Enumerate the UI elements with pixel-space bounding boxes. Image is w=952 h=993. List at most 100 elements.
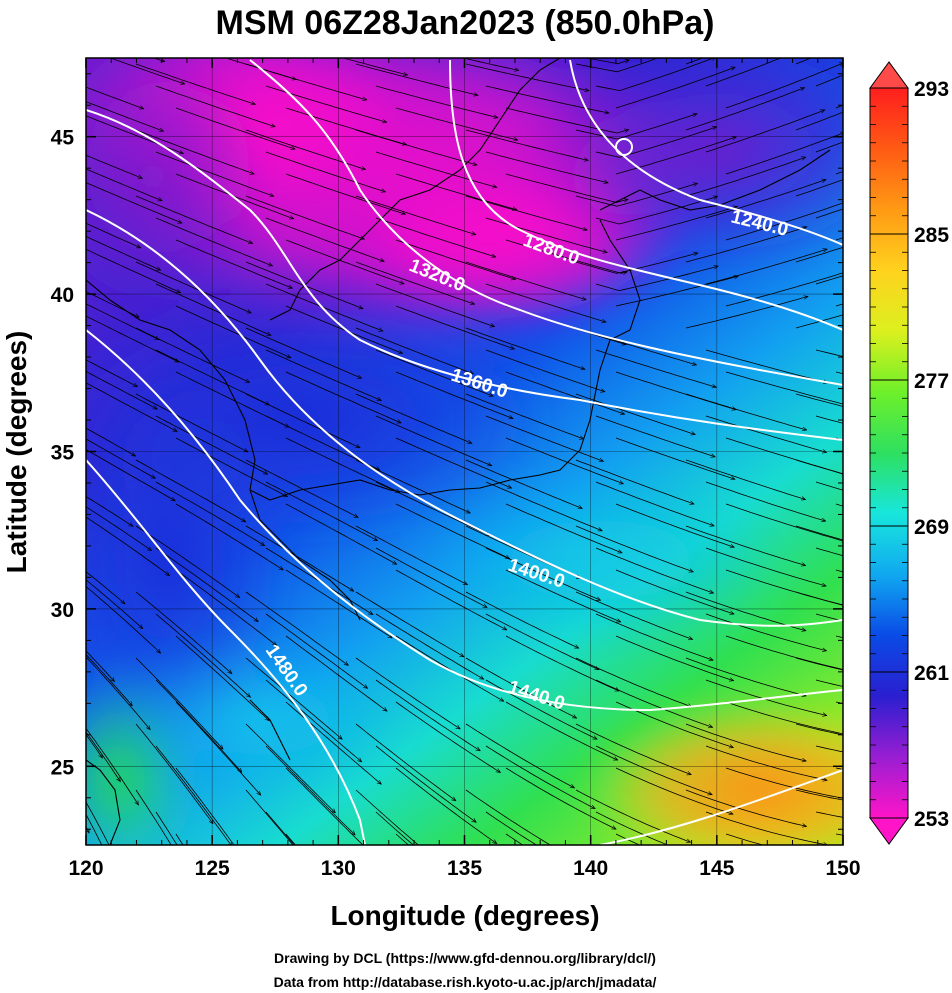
streamline — [86, 516, 170, 576]
streamline — [795, 591, 843, 606]
streamline — [375, 349, 493, 396]
streamline — [265, 481, 378, 541]
x-tick-label: 145 — [699, 857, 734, 880]
streamline — [155, 283, 271, 336]
streamline — [135, 723, 213, 824]
streamline — [86, 801, 110, 845]
streamline — [705, 415, 827, 452]
streamline — [615, 206, 737, 241]
streamline — [505, 503, 622, 553]
streamline — [465, 723, 575, 788]
colorbar-min-arrow — [869, 817, 909, 845]
streamline — [155, 217, 273, 266]
colorbar-label: 277 — [914, 370, 949, 393]
streamline — [795, 459, 843, 475]
colorbar-max-arrow — [869, 61, 909, 89]
streamline — [175, 569, 277, 646]
streamline — [155, 745, 232, 845]
streamline — [465, 591, 579, 649]
streamline — [395, 305, 514, 349]
x-axis-title: Longitude (degrees) — [330, 900, 599, 931]
streamline — [245, 657, 342, 739]
streamline — [86, 154, 142, 178]
streamline — [355, 129, 477, 165]
streamline — [355, 525, 468, 586]
streamline — [505, 107, 629, 134]
streamline — [86, 654, 132, 706]
streamline — [86, 731, 120, 782]
streamline — [395, 503, 510, 559]
streamline — [285, 767, 364, 845]
map-title: MSM 06Z28Jan2023 (850.0hPa) — [216, 4, 715, 42]
streamline — [265, 85, 387, 122]
streamline — [485, 415, 604, 461]
streamline — [175, 107, 295, 149]
streamline — [465, 261, 586, 300]
streamline — [355, 261, 475, 304]
streamline — [705, 547, 826, 586]
contour-1280 — [449, 59, 843, 331]
streamline — [725, 202, 843, 241]
x-tick-label: 150 — [825, 857, 860, 880]
streamline — [705, 481, 826, 521]
streamline — [705, 811, 828, 845]
streamline — [355, 591, 464, 657]
streamline — [265, 283, 383, 331]
streamline — [355, 327, 473, 374]
streamline — [395, 569, 507, 631]
streamline — [725, 701, 843, 735]
streamline — [685, 459, 806, 500]
streamline — [705, 745, 827, 780]
streamline — [155, 85, 275, 127]
streamline — [505, 371, 625, 414]
streamline — [175, 437, 288, 497]
streamline — [86, 571, 125, 604]
streamline — [795, 657, 843, 671]
streamline — [505, 569, 621, 622]
streamline — [725, 767, 843, 799]
streamline — [155, 547, 258, 622]
streamline — [795, 58, 812, 65]
streamline — [86, 86, 144, 109]
streamline — [815, 547, 843, 557]
colorbar-label: 253 — [914, 808, 949, 831]
streamline — [815, 811, 843, 818]
streamline — [245, 591, 348, 665]
streamline — [485, 151, 608, 183]
streamline — [375, 613, 484, 679]
streamline — [135, 459, 246, 522]
streamline — [795, 525, 843, 541]
height-contours — [86, 59, 843, 845]
contour-1400 — [86, 209, 843, 627]
x-axis: 120 125 130 135 140 145 150 — [68, 58, 861, 880]
streamline — [465, 129, 588, 160]
streamline — [375, 811, 414, 845]
streamline — [86, 650, 115, 682]
streamline — [815, 481, 843, 491]
y-tick-label: 30 — [51, 599, 74, 622]
streamline — [155, 811, 178, 845]
y-axis: 25 30 35 40 45 — [51, 73, 843, 830]
colorbar-label: 293 — [914, 78, 949, 101]
streamline — [355, 195, 476, 235]
streamline — [285, 305, 403, 353]
streamline — [685, 88, 805, 131]
streamline — [375, 217, 496, 257]
streamline — [595, 613, 713, 660]
streamline — [815, 679, 843, 687]
streamline — [86, 222, 141, 249]
streamline — [575, 789, 691, 842]
streamline — [815, 415, 843, 424]
streamline — [86, 656, 150, 730]
streamline — [285, 239, 404, 284]
streamline — [685, 296, 808, 329]
streamline — [595, 811, 669, 845]
streamline — [245, 459, 358, 518]
streamline — [575, 114, 697, 140]
streamline — [175, 833, 184, 845]
streamline — [285, 635, 387, 711]
streamline — [395, 701, 500, 773]
streamline — [175, 767, 235, 845]
streamline — [375, 151, 497, 187]
